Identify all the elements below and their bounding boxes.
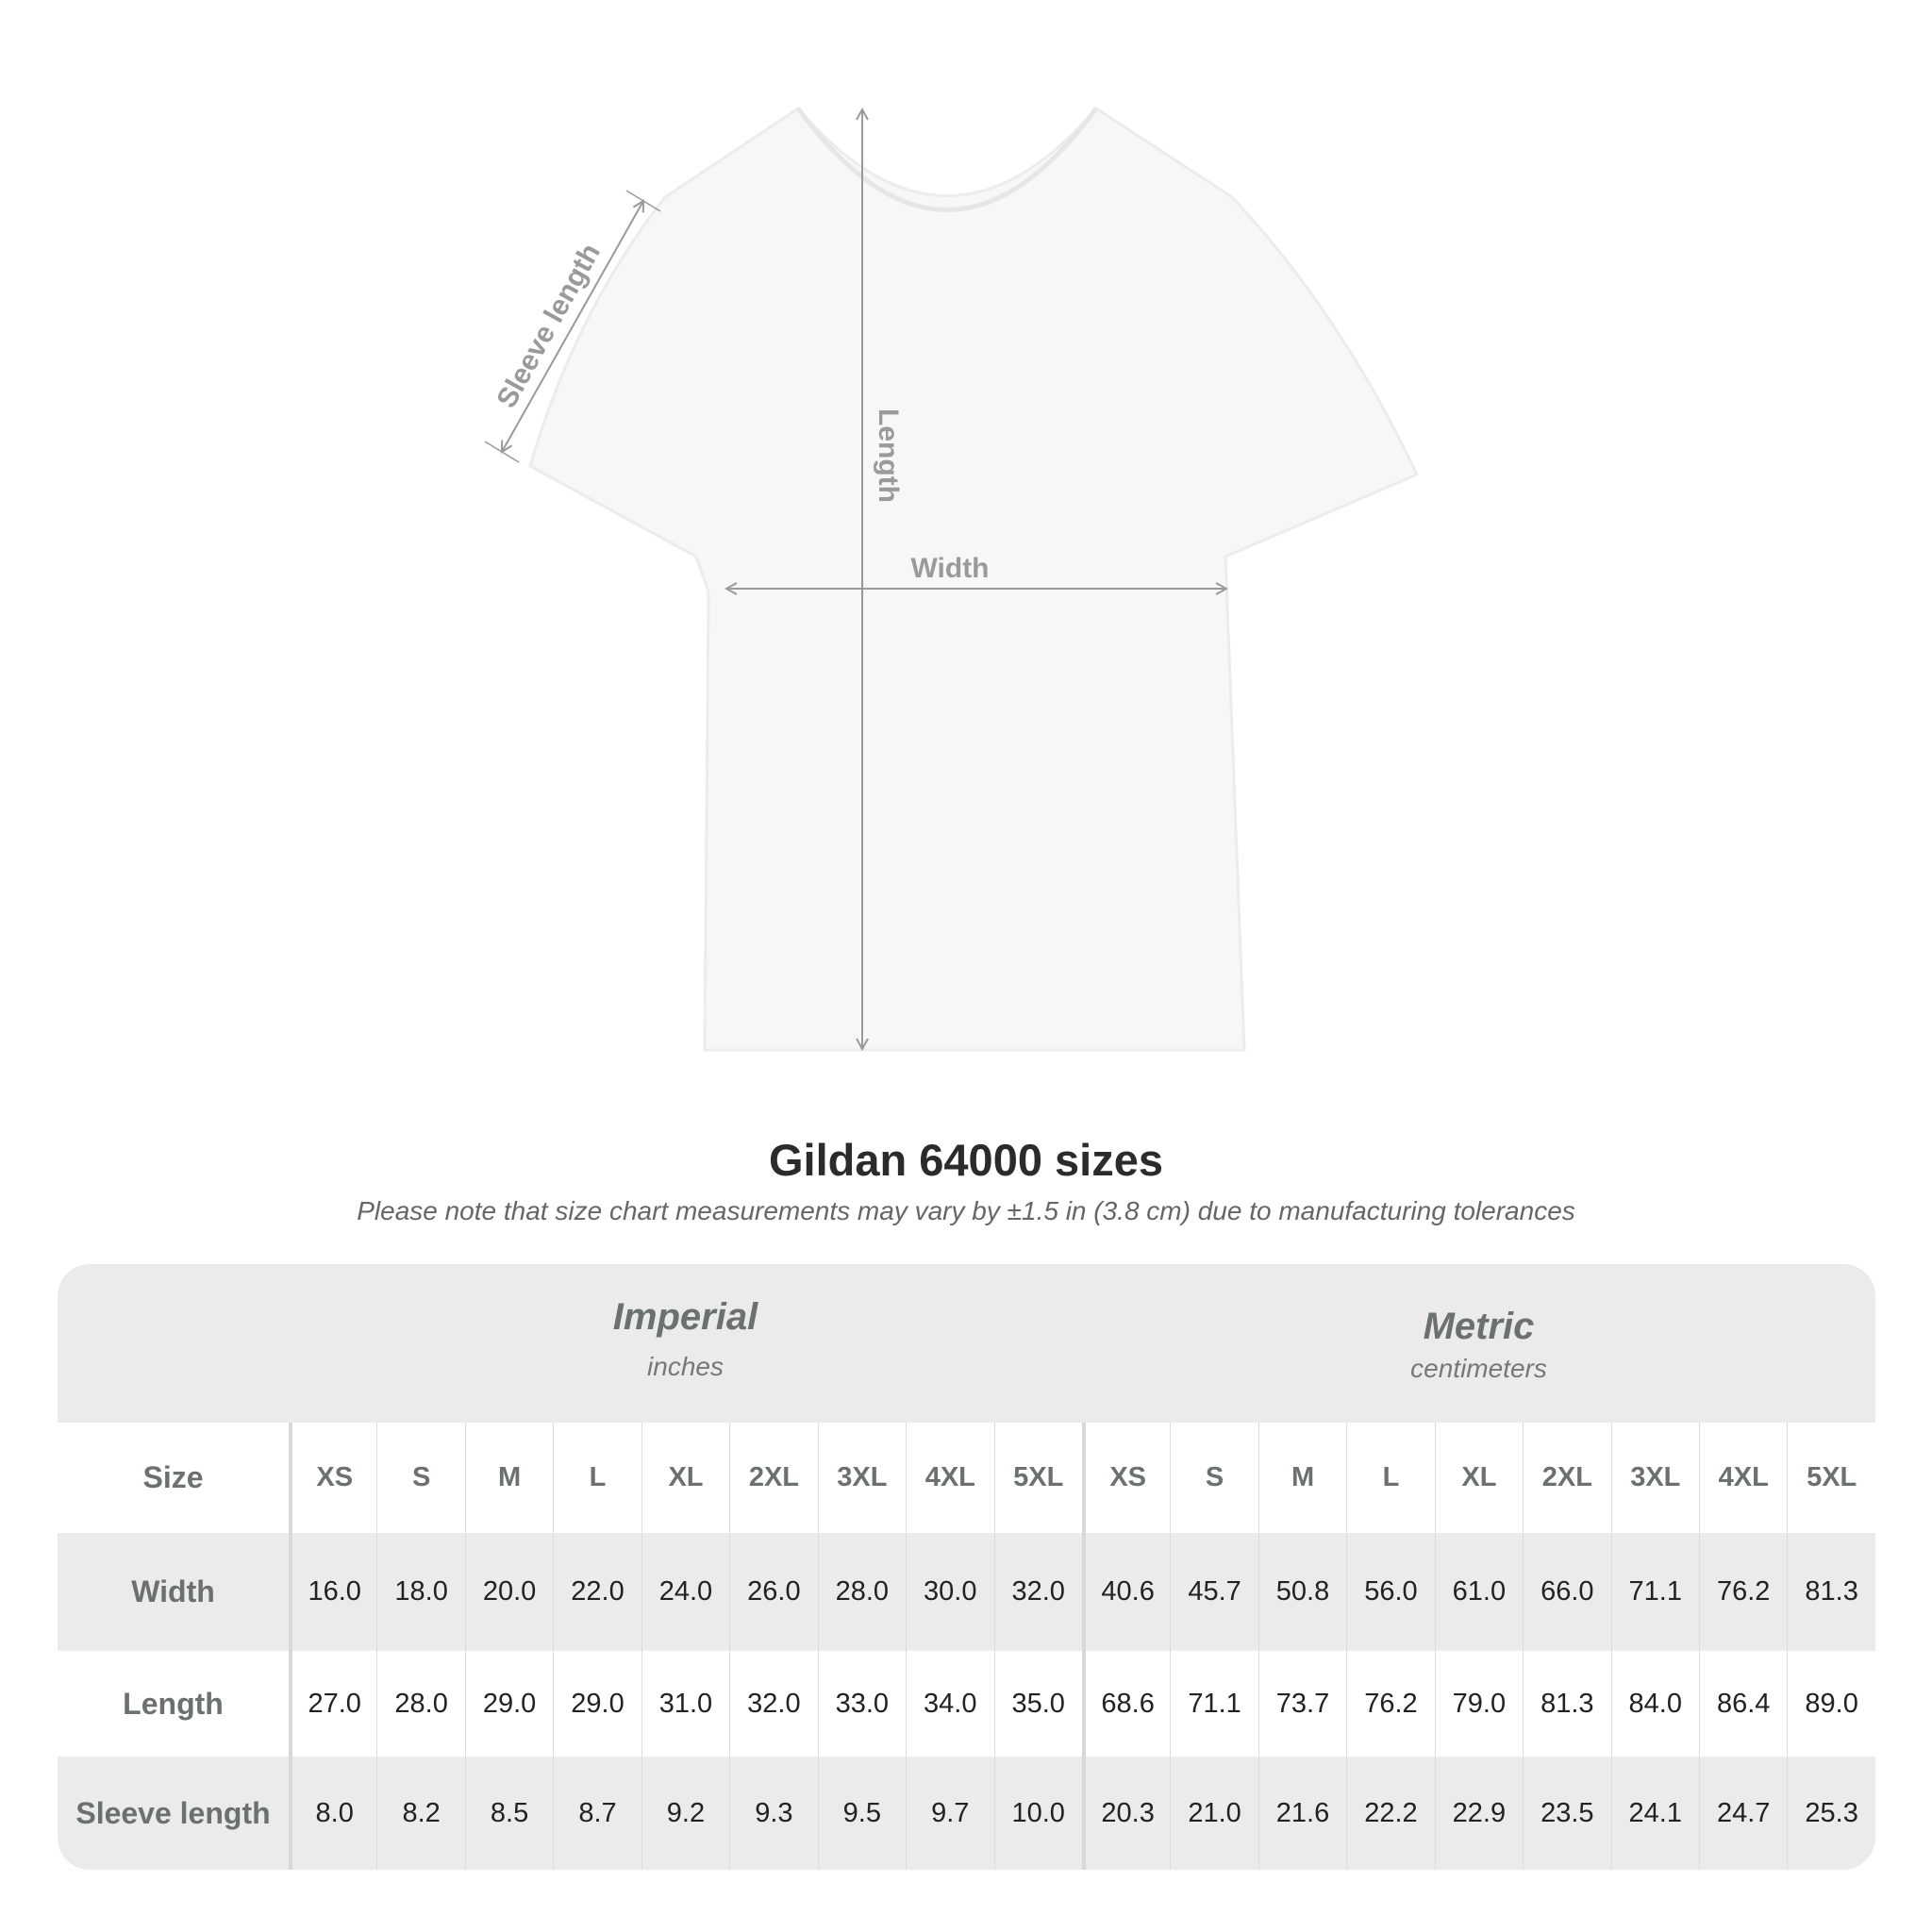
table-cell-imperial: 32.0 xyxy=(729,1651,817,1757)
table-cell-imperial: 9.7 xyxy=(906,1757,993,1870)
tshirt-diagram: Length Width Sleeve length xyxy=(484,107,1420,1052)
size-row: Size XS S M L XL 2XL 3XL 4XL 5XL XS S M L XL 2XL 3XL 4XL 5… xyxy=(58,1423,1875,1533)
size-header-metric: 3XL xyxy=(1610,1423,1699,1533)
table-row: Sleeve length 8.0 8.2 8.5 8.7 9.2 9.3 9.5 9.7 10.… xyxy=(58,1757,1875,1870)
table-cell-imperial: 29.0 xyxy=(553,1651,641,1757)
imperial-header: Imperial inches xyxy=(289,1264,1082,1455)
size-header-metric: 4XL xyxy=(1699,1423,1787,1533)
table-cell-metric: 21.6 xyxy=(1257,1757,1346,1870)
table-cell-metric: 24.1 xyxy=(1610,1757,1699,1870)
metric-unit: centimeters xyxy=(1410,1354,1547,1383)
table-cell-metric: 20.3 xyxy=(1081,1757,1170,1870)
table-cell-imperial: 33.0 xyxy=(817,1651,906,1757)
table-cell-imperial: 8.7 xyxy=(553,1757,641,1870)
table-cell-metric: 40.6 xyxy=(1081,1533,1170,1651)
table-cell-metric: 22.9 xyxy=(1434,1757,1523,1870)
table-cell-metric: 61.0 xyxy=(1434,1533,1523,1651)
table-cell-imperial: 35.0 xyxy=(993,1651,1082,1757)
size-header-imperial: M xyxy=(464,1423,553,1533)
size-table: Imperial inches Metric centimeters Size X… xyxy=(58,1264,1875,1870)
table-cell-metric: 71.1 xyxy=(1170,1651,1257,1757)
table-cell-imperial: 27.0 xyxy=(289,1651,376,1757)
table-cell-imperial: 24.0 xyxy=(641,1533,729,1651)
table-cell-imperial: 29.0 xyxy=(464,1651,553,1757)
table-cell-imperial: 20.0 xyxy=(464,1533,553,1651)
size-header-metric: 2XL xyxy=(1523,1423,1610,1533)
size-header-imperial: 5XL xyxy=(993,1423,1082,1533)
table-cell-metric: 89.0 xyxy=(1787,1651,1874,1757)
table-cell-metric: 24.7 xyxy=(1699,1757,1787,1870)
table-cell-imperial: 10.0 xyxy=(993,1757,1082,1870)
table-cell-metric: 81.3 xyxy=(1787,1533,1874,1651)
table-cell-imperial: 8.0 xyxy=(289,1757,376,1870)
table-cell-imperial: 31.0 xyxy=(641,1651,729,1757)
table-cell-metric: 76.2 xyxy=(1699,1533,1787,1651)
table-row: Length 27.0 28.0 29.0 29.0 31.0 32.0 33.0 34.0 35… xyxy=(58,1651,1875,1757)
size-header-imperial: L xyxy=(553,1423,641,1533)
table-cell-metric: 22.2 xyxy=(1346,1757,1434,1870)
table-cell-imperial: 34.0 xyxy=(906,1651,993,1757)
metric-title: Metric xyxy=(1423,1306,1535,1347)
table-cell-imperial: 22.0 xyxy=(553,1533,641,1651)
table-cell-metric: 23.5 xyxy=(1523,1757,1610,1870)
size-header-metric: S xyxy=(1170,1423,1257,1533)
table-cell-imperial: 9.3 xyxy=(729,1757,817,1870)
table-cell-metric: 73.7 xyxy=(1257,1651,1346,1757)
table-cell-metric: 68.6 xyxy=(1081,1651,1170,1757)
imperial-unit: inches xyxy=(647,1352,724,1381)
row-label: Width xyxy=(131,1574,215,1608)
size-header-metric: 5XL xyxy=(1787,1423,1874,1533)
size-header-imperial: 2XL xyxy=(729,1423,817,1533)
size-header-imperial: S xyxy=(376,1423,464,1533)
table-cell-metric: 45.7 xyxy=(1170,1533,1257,1651)
table-cell-metric: 50.8 xyxy=(1257,1533,1346,1651)
size-header-imperial: XL xyxy=(641,1423,729,1533)
size-header-imperial: 4XL xyxy=(906,1423,993,1533)
size-header-metric: XL xyxy=(1434,1423,1523,1533)
row-label: Sleeve length xyxy=(75,1795,271,1830)
table-cell-imperial: 26.0 xyxy=(729,1533,817,1651)
width-label: Width xyxy=(910,553,989,584)
row-label: Length xyxy=(123,1686,224,1721)
table-cell-imperial: 8.5 xyxy=(464,1757,553,1870)
sleeve-arrow xyxy=(502,201,643,452)
table-cell-imperial: 30.0 xyxy=(906,1533,993,1651)
size-header-label: Size xyxy=(142,1460,204,1494)
page-title: Gildan 64000 sizes xyxy=(768,1135,1164,1185)
table-cell-metric: 25.3 xyxy=(1787,1757,1874,1870)
table-cell-metric: 86.4 xyxy=(1699,1651,1787,1757)
table-cell-metric: 21.0 xyxy=(1170,1757,1257,1870)
length-label: Length xyxy=(873,408,904,503)
imperial-title: Imperial xyxy=(612,1296,758,1338)
table-cell-imperial: 16.0 xyxy=(289,1533,376,1651)
table-cell-imperial: 28.0 xyxy=(376,1651,464,1757)
table-cell-metric: 66.0 xyxy=(1523,1533,1610,1651)
table-cell-metric: 81.3 xyxy=(1523,1651,1610,1757)
collar xyxy=(795,107,1099,212)
table-cell-imperial: 9.2 xyxy=(641,1757,729,1870)
size-header-metric: XS xyxy=(1081,1423,1170,1533)
table-cell-imperial: 32.0 xyxy=(993,1533,1082,1651)
size-header-metric: L xyxy=(1346,1423,1434,1533)
size-header-metric: M xyxy=(1257,1423,1346,1533)
metric-header: Metric centimeters xyxy=(1082,1264,1875,1464)
table-cell-metric: 79.0 xyxy=(1434,1651,1523,1757)
table-cell-metric: 76.2 xyxy=(1346,1651,1434,1757)
table-cell-imperial: 28.0 xyxy=(817,1533,906,1651)
tolerance-note: Please note that size chart measurements… xyxy=(357,1196,1575,1225)
table-row: Width 16.0 18.0 20.0 22.0 24.0 26.0 28.0 30.0 32.… xyxy=(58,1533,1875,1651)
table-cell-metric: 71.1 xyxy=(1610,1533,1699,1651)
table-cell-metric: 84.0 xyxy=(1610,1651,1699,1757)
table-cell-imperial: 8.2 xyxy=(376,1757,464,1870)
table-cell-imperial: 9.5 xyxy=(817,1757,906,1870)
table-cell-metric: 56.0 xyxy=(1346,1533,1434,1651)
size-header-imperial: 3XL xyxy=(817,1423,906,1533)
table-cell-imperial: 18.0 xyxy=(376,1533,464,1651)
size-header-imperial: XS xyxy=(289,1423,376,1533)
